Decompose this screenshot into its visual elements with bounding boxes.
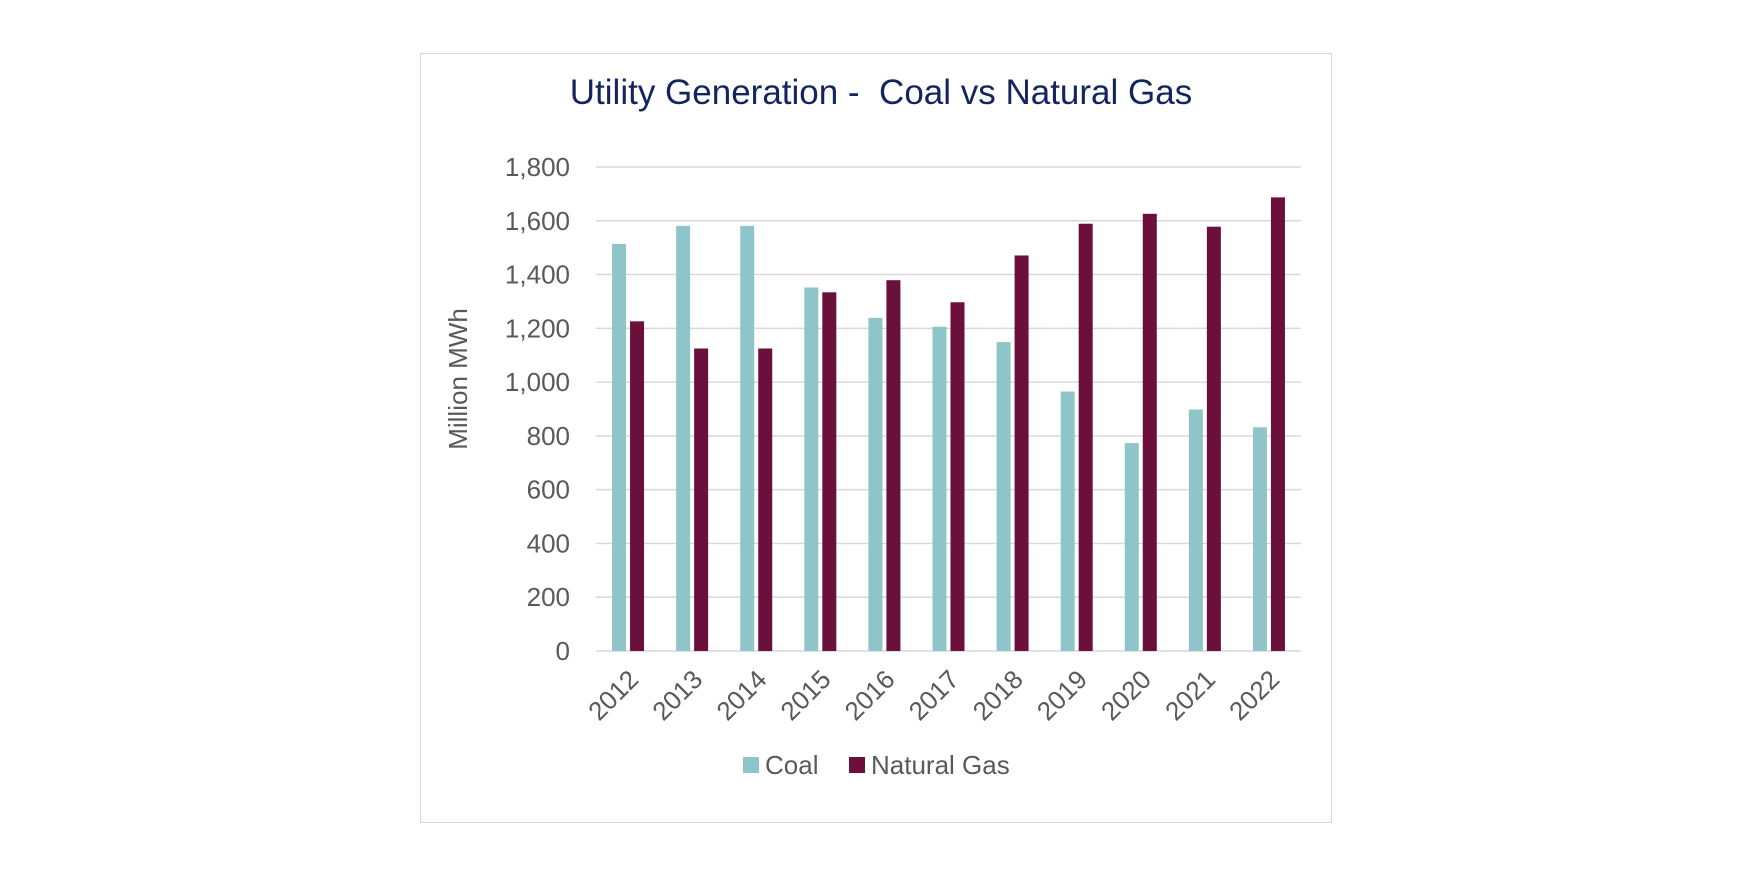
- gridlines: [596, 166, 1301, 652]
- y-tick-label: 1,600: [505, 206, 570, 236]
- x-tick-label: 2017: [903, 664, 965, 726]
- bar-coal-2016: [868, 317, 883, 651]
- legend-swatch-natural-gas: [849, 757, 865, 773]
- legend-label-natural-gas: Natural Gas: [871, 750, 1010, 780]
- x-tick-label: 2013: [646, 664, 708, 726]
- x-tick-label: 2020: [1095, 664, 1157, 726]
- x-axis-ticks: 2012 2013 2014 2015 2016 2017 2018 2019 2020 2021…: [582, 664, 1285, 726]
- bar-coal-2021: [1188, 409, 1203, 651]
- bars: [612, 197, 1285, 652]
- y-tick-label: 800: [527, 421, 570, 451]
- bar-natural-gas-2020: [1142, 213, 1157, 651]
- y-tick-label: 600: [527, 475, 570, 505]
- x-tick-label: 2014: [710, 664, 772, 726]
- y-axis-ticks: 0 200 400 600 800 1,000 1,200 1,400 1,600 1,800: [505, 152, 570, 666]
- x-tick-label: 2012: [582, 664, 644, 726]
- chart-frame: Utility Generation - Coal vs Natural Gas…: [420, 53, 1332, 823]
- bar-coal-2019: [1060, 391, 1075, 651]
- bar-natural-gas-2019: [1078, 223, 1093, 652]
- bar-natural-gas-2021: [1206, 226, 1221, 651]
- x-tick-label: 2015: [774, 664, 836, 726]
- y-tick-label: 1,800: [505, 152, 570, 182]
- bar-coal-2018: [996, 342, 1011, 651]
- legend: Coal Natural Gas: [743, 750, 1010, 780]
- y-tick-label: 1,400: [505, 260, 570, 290]
- bar-natural-gas-2014: [758, 348, 773, 651]
- bar-natural-gas-2018: [1014, 255, 1029, 651]
- x-tick-label: 2019: [1031, 664, 1093, 726]
- legend-label-coal: Coal: [765, 750, 818, 780]
- bar-coal-2014: [740, 225, 755, 652]
- y-tick-label: 0: [556, 636, 570, 666]
- y-tick-label: 1,000: [505, 367, 570, 397]
- bar-natural-gas-2017: [950, 302, 965, 651]
- y-axis-label: Million MWh: [443, 308, 473, 450]
- x-tick-label: 2018: [967, 664, 1029, 726]
- y-tick-label: 400: [527, 528, 570, 558]
- bar-coal-2013: [676, 225, 691, 652]
- bar-coal-2022: [1252, 427, 1267, 651]
- y-tick-label: 200: [527, 582, 570, 612]
- bar-coal-2017: [932, 326, 947, 651]
- y-tick-label: 1,200: [505, 313, 570, 343]
- x-tick-label: 2022: [1223, 664, 1285, 726]
- bar-natural-gas-2012: [630, 321, 645, 651]
- bar-natural-gas-2013: [694, 348, 709, 651]
- chart-svg: Utility Generation - Coal vs Natural Gas…: [443, 73, 1301, 780]
- x-tick-label: 2016: [839, 664, 901, 726]
- bar-natural-gas-2022: [1270, 197, 1285, 651]
- x-tick-label: 2021: [1159, 664, 1221, 726]
- bar-natural-gas-2016: [886, 280, 901, 651]
- bar-natural-gas-2015: [822, 292, 837, 651]
- legend-swatch-coal: [743, 757, 759, 773]
- bar-coal-2015: [804, 287, 819, 651]
- bar-coal-2012: [612, 243, 627, 651]
- bar-coal-2020: [1124, 443, 1139, 651]
- chart-title: Utility Generation - Coal vs Natural Gas: [570, 73, 1192, 112]
